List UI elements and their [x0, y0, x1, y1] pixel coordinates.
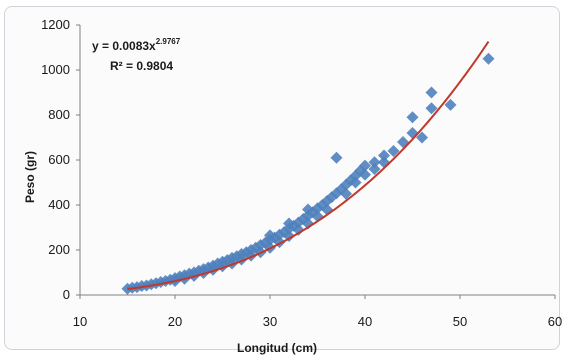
data-point [283, 230, 295, 243]
x-tick-label: 30 [263, 314, 277, 329]
y-tick-label: 800 [48, 107, 70, 122]
x-tick-label: 10 [73, 314, 87, 329]
x-tick-label: 40 [358, 314, 372, 329]
x-tick-label: 60 [548, 314, 562, 329]
data-point [378, 149, 390, 162]
data-point [425, 102, 438, 115]
data-point [359, 168, 371, 181]
y-tick-label: 1000 [41, 62, 70, 77]
x-axis-title: Longitud (cm) [237, 341, 317, 355]
tick-labels: 0 200 400 600 800 1000 1200 10 20 30 40 50 60 [41, 17, 562, 329]
r-squared-label: R² = 0.9804 [110, 59, 173, 73]
chart-frame [4, 6, 560, 350]
y-tick-label: 400 [48, 197, 70, 212]
data-point [482, 52, 495, 65]
data-points [121, 52, 495, 295]
trendline [127, 40, 490, 291]
data-point [444, 98, 457, 111]
y-tick-label: 1200 [41, 17, 70, 32]
data-point [368, 156, 381, 169]
data-point [368, 163, 381, 175]
x-tick-label: 50 [453, 314, 467, 329]
trendline-equation: y = 0.0083x2.9767 [92, 37, 181, 53]
x-tick-label: 20 [168, 314, 182, 329]
data-point [292, 223, 305, 236]
data-point [330, 151, 343, 164]
equation-base: y = 0.0083x [92, 39, 156, 53]
data-point [425, 86, 438, 99]
y-tick-label: 200 [48, 242, 70, 257]
data-point [378, 156, 390, 169]
data-point [387, 145, 400, 157]
y-tick-label: 0 [63, 287, 70, 302]
data-point [349, 176, 362, 189]
axes [76, 24, 556, 299]
data-point [359, 159, 371, 172]
equation-exponent: 2.9767 [156, 37, 181, 46]
data-point [340, 187, 352, 200]
y-tick-label: 600 [48, 152, 70, 167]
y-axis-title: Peso (gr) [23, 151, 37, 203]
data-point [416, 131, 428, 144]
data-point [406, 111, 419, 124]
